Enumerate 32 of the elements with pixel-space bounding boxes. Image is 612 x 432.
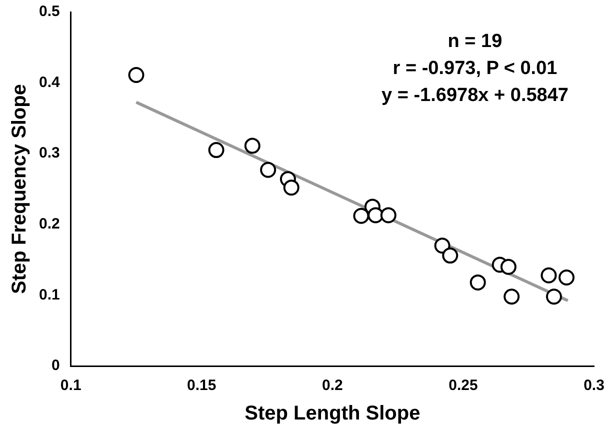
point — [470, 274, 486, 290]
point — [368, 207, 384, 224]
x-axis-title: Step Length Slope — [244, 402, 420, 425]
point — [434, 238, 450, 254]
point — [442, 248, 458, 264]
point — [353, 208, 370, 224]
point — [558, 270, 575, 286]
y-tick-label: 0 — [52, 357, 60, 374]
point — [504, 288, 520, 305]
annotation: n = 19 — [448, 31, 502, 52]
y-tick-label: 0.3 — [38, 144, 60, 162]
point — [380, 207, 396, 224]
x-tick-label: 0.25 — [448, 377, 478, 394]
annotation: y = -1.6978x + 0.5847 — [382, 85, 568, 106]
point — [128, 67, 144, 84]
point — [500, 258, 516, 275]
point — [283, 180, 300, 196]
point — [260, 162, 276, 178]
y-tick-label: 0.4 — [38, 74, 60, 91]
x-tick-label: 0.15 — [187, 377, 216, 394]
y-tick-label: 0.2 — [38, 216, 60, 233]
point — [244, 138, 260, 154]
point — [546, 288, 562, 305]
point — [208, 142, 224, 158]
x-tick-label: 0.1 — [60, 377, 82, 394]
y-tick-label: 0.5 — [38, 3, 60, 20]
x-tick-label: 0.3 — [584, 377, 604, 394]
x-tick-label: 0.2 — [322, 377, 343, 394]
y-tick-label: 0.1 — [38, 286, 60, 304]
point — [540, 267, 557, 284]
y-axis-title: Step Frequency Slope — [8, 84, 31, 294]
annotation: r = -0.973, P < 0.01 — [392, 58, 558, 80]
